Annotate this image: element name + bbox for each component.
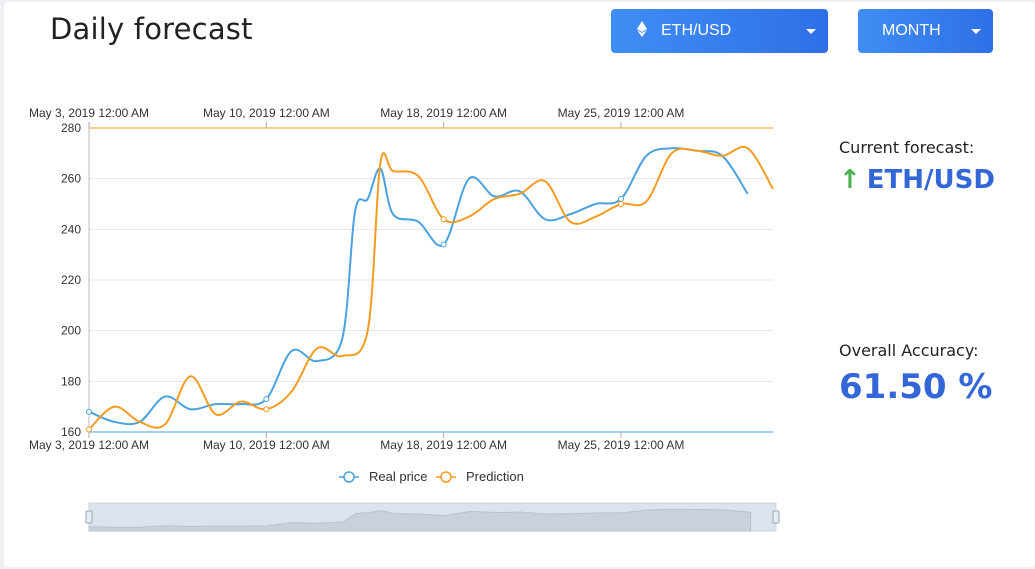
forecast-card <box>4 2 1035 567</box>
data-point <box>86 408 92 415</box>
x-tick-label-bottom: May 25, 2019 12:00 AM <box>558 438 685 452</box>
x-tick-label-top: May 18, 2019 12:00 AM <box>380 106 507 120</box>
x-tick-label-top: May 10, 2019 12:00 AM <box>203 106 330 120</box>
zoom-handle-left[interactable] <box>85 510 93 524</box>
accuracy-label: Overall Accuracy: <box>839 341 979 360</box>
chart-series <box>86 146 774 433</box>
chevron-down-icon <box>971 28 981 34</box>
y-tick-label: 220 <box>61 273 81 287</box>
legend-marker <box>343 471 355 483</box>
accuracy-value: 61.50 % <box>839 367 993 407</box>
data-point <box>440 241 447 248</box>
zoom-handle-right[interactable] <box>772 510 780 524</box>
data-point <box>86 426 92 433</box>
forecast-chart: 160 180 200 220 240 260 280 May 3, 2019 12:00 … <box>29 106 780 532</box>
chart-legend: Real price Prediction <box>339 469 524 484</box>
zoom-slider <box>85 502 780 532</box>
chart-grid <box>89 178 773 382</box>
data-point <box>618 195 624 202</box>
x-tick-label-bottom: May 18, 2019 12:00 AM <box>380 438 507 452</box>
legend-label: Real price <box>369 469 428 484</box>
zoom-preview-area <box>88 508 752 532</box>
legend-label: Prediction <box>466 469 524 484</box>
forecast-pair: ETH/USD <box>866 165 995 195</box>
x-tick-label-bottom: May 3, 2019 12:00 AM <box>29 438 149 452</box>
x-tick-label-top: May 3, 2019 12:00 AM <box>29 106 149 120</box>
data-point <box>440 216 447 223</box>
chevron-down-icon <box>806 28 816 34</box>
current-forecast-value: ↑ ETH/USD <box>839 165 995 195</box>
x-tick-label-bottom: May 10, 2019 12:00 AM <box>203 438 330 452</box>
data-point <box>618 201 624 207</box>
page-title: Daily forecast <box>50 12 253 46</box>
data-point <box>263 406 270 413</box>
arrow-up-icon: ↑ <box>839 165 861 195</box>
y-tick-label: 200 <box>61 324 81 338</box>
x-tick-label-top: May 25, 2019 12:00 AM <box>558 106 685 120</box>
current-forecast-label: Current forecast: <box>839 138 975 157</box>
series-line-prediction <box>88 146 774 431</box>
legend-marker <box>440 471 452 483</box>
ethereum-icon <box>637 20 647 42</box>
series-line-real-price <box>88 147 749 426</box>
y-tick-label: 160 <box>61 425 81 439</box>
data-point <box>263 396 270 403</box>
y-tick-label: 280 <box>61 121 81 135</box>
y-tick-label: 240 <box>61 222 81 236</box>
period-dropdown[interactable]: MONTH <box>858 9 993 53</box>
y-tick-label: 260 <box>61 172 81 186</box>
x-axis-top: May 3, 2019 12:00 AM May 10, 2019 12:00 A… <box>29 106 684 128</box>
pair-dropdown-label: ETH/USD <box>661 22 732 39</box>
y-axis: 160 180 200 220 240 260 280 <box>61 121 773 439</box>
x-axis-bottom: May 3, 2019 12:00 AM May 10, 2019 12:00 A… <box>29 432 684 452</box>
period-dropdown-label: MONTH <box>882 22 941 39</box>
pair-dropdown[interactable]: ETH/USD <box>611 9 828 53</box>
y-tick-label: 180 <box>61 374 81 388</box>
